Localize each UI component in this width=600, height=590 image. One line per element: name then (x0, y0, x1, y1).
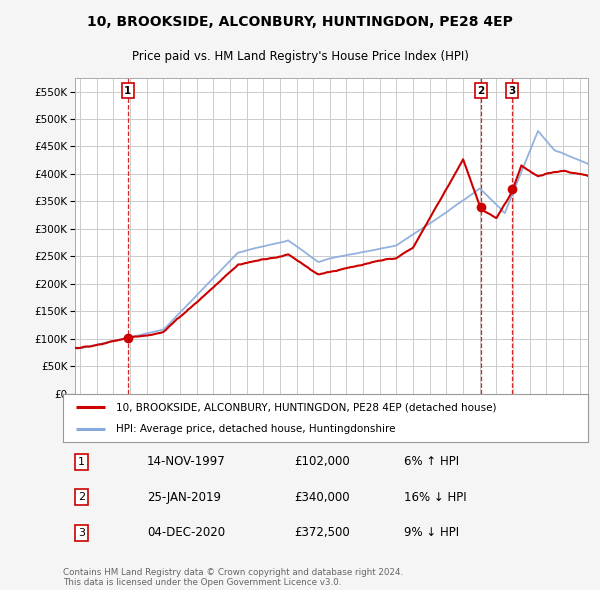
Text: 2: 2 (477, 86, 485, 96)
Text: 10, BROOKSIDE, ALCONBURY, HUNTINGDON, PE28 4EP (detached house): 10, BROOKSIDE, ALCONBURY, HUNTINGDON, PE… (115, 402, 496, 412)
Text: £102,000: £102,000 (294, 455, 350, 468)
Text: 10, BROOKSIDE, ALCONBURY, HUNTINGDON, PE28 4EP: 10, BROOKSIDE, ALCONBURY, HUNTINGDON, PE… (87, 15, 513, 29)
Text: Price paid vs. HM Land Registry's House Price Index (HPI): Price paid vs. HM Land Registry's House … (131, 50, 469, 63)
Text: 9% ↓ HPI: 9% ↓ HPI (404, 526, 460, 539)
Text: 1: 1 (78, 457, 85, 467)
Text: £372,500: £372,500 (294, 526, 350, 539)
Text: Contains HM Land Registry data © Crown copyright and database right 2024.
This d: Contains HM Land Registry data © Crown c… (63, 568, 403, 587)
Text: HPI: Average price, detached house, Huntingdonshire: HPI: Average price, detached house, Hunt… (115, 424, 395, 434)
Text: 6% ↑ HPI: 6% ↑ HPI (404, 455, 460, 468)
Text: 04-DEC-2020: 04-DEC-2020 (147, 526, 225, 539)
Text: 3: 3 (78, 528, 85, 538)
Text: 1: 1 (124, 86, 131, 96)
Text: 14-NOV-1997: 14-NOV-1997 (147, 455, 226, 468)
Text: 16% ↓ HPI: 16% ↓ HPI (404, 491, 467, 504)
Text: 3: 3 (508, 86, 515, 96)
Text: £340,000: £340,000 (294, 491, 350, 504)
Text: 25-JAN-2019: 25-JAN-2019 (147, 491, 221, 504)
Text: 2: 2 (78, 493, 85, 502)
